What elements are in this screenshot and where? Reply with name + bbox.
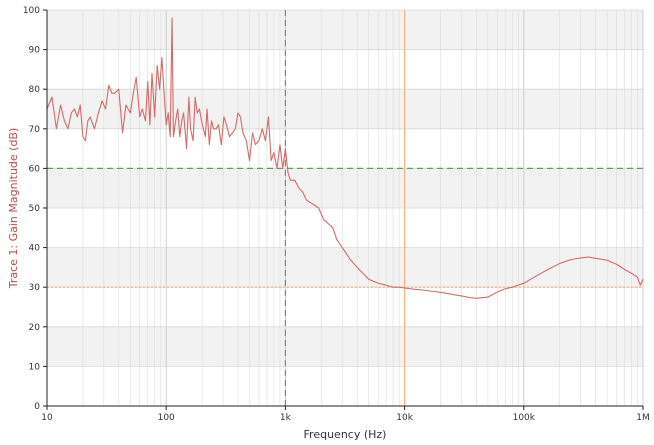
y-tick-label: 70 — [29, 125, 41, 135]
x-tick-label: 100k — [513, 413, 536, 423]
x-tick-label: 1M — [636, 413, 650, 423]
y-tick-label: 100 — [23, 6, 40, 16]
plot-background-bands — [47, 10, 643, 367]
background-band — [47, 10, 643, 50]
x-tick-label: 1k — [280, 413, 292, 423]
y-tick-label: 60 — [29, 164, 41, 174]
cursor-lines — [47, 10, 643, 406]
y-tick-label: 40 — [29, 244, 41, 254]
background-band — [47, 326, 643, 367]
x-tick-label: 100 — [158, 413, 175, 423]
x-axis-title: Frequency (Hz) — [304, 428, 387, 441]
series-layer — [46, 17, 644, 299]
y-tick-label: 20 — [29, 323, 41, 333]
background-band — [47, 89, 643, 129]
y-tick-label: 90 — [29, 46, 41, 56]
axes-frame — [43, 9, 644, 410]
x-tick-label: 10k — [396, 413, 413, 423]
y-tick-label: 50 — [29, 204, 41, 214]
y-tick-label: 80 — [29, 85, 41, 95]
y-tick-label: 10 — [29, 362, 41, 372]
y-tick-labels: 0 10 20 30 40 50 60 70 80 90 100 — [23, 6, 40, 412]
background-band — [47, 247, 643, 288]
x-tick-label: 10 — [41, 413, 53, 423]
y-tick-label: 0 — [34, 402, 40, 412]
gain-magnitude-trace — [46, 17, 644, 299]
y-tick-label: 30 — [29, 283, 41, 293]
background-band — [47, 168, 643, 208]
x-tick-labels: 10 100 1k 10k 100k 1M — [41, 413, 649, 423]
y-axis-title: Trace 1: Gain Magnitude (dB) — [7, 128, 20, 290]
